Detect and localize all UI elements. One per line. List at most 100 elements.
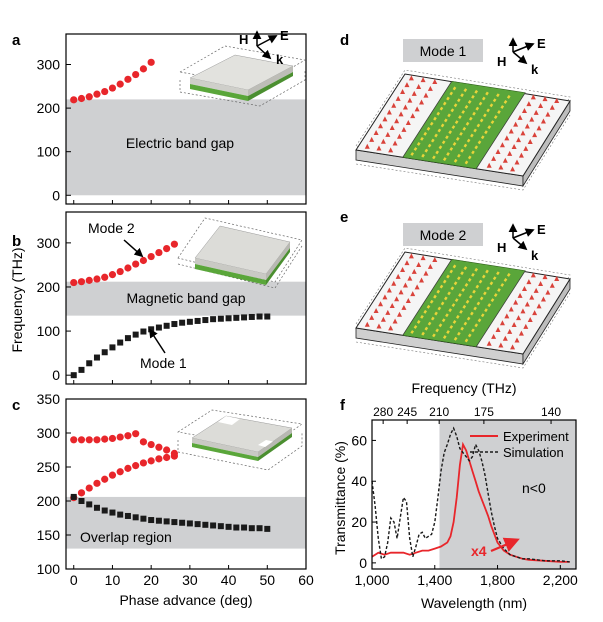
field-arrow (549, 282, 555, 288)
field-arrow (549, 104, 555, 110)
field-arrow (495, 149, 501, 155)
field-arrow (416, 262, 422, 267)
field-arrow (530, 94, 536, 100)
cell-divider (402, 259, 453, 336)
field-arrow (498, 164, 504, 170)
panel-c-black-point (78, 498, 85, 504)
field-arrow (518, 152, 524, 158)
field-arrow-row (432, 266, 480, 338)
field-arrow (420, 77, 426, 83)
field-arrow (382, 294, 388, 300)
slab-envelope (355, 69, 571, 173)
legend-label-simulation: Simulation (503, 445, 564, 460)
cell-divider (475, 92, 526, 169)
field-arrow (394, 296, 400, 302)
panel-b-black-point (186, 318, 193, 325)
scale-factor-label: x4 (471, 543, 487, 559)
panel-b-black-point (217, 315, 224, 322)
panel-c-black-point (140, 515, 147, 522)
field-arrow (536, 125, 542, 131)
field-arrow (400, 89, 406, 95)
panel-a-data-points (70, 58, 155, 104)
field-arrow (499, 320, 505, 326)
field-arrow (389, 125, 395, 131)
field-arrow (520, 130, 526, 136)
panel-b-black-point (171, 321, 178, 328)
panel-c-black-point (101, 507, 108, 514)
panel-a-red-point (139, 65, 148, 73)
transmittance-axis-label: Transmittance (%) (332, 441, 348, 555)
y-tick-label: 100 (37, 561, 61, 577)
y-tick-label: 350 (37, 391, 61, 407)
field-arrow (401, 126, 407, 132)
panel-c-chart: c 100 150 200 250 300 350 0 10 20 30 40 50 60 Overl… (12, 391, 314, 588)
field-arrow (538, 102, 544, 108)
field-arrow (404, 260, 410, 266)
field-arrow-row (410, 262, 458, 334)
panel-a-red-point (77, 94, 86, 103)
field-arrow (382, 116, 388, 122)
field-arrow (518, 330, 524, 336)
svg-text:H: H (497, 240, 506, 255)
field-arrow (419, 99, 425, 105)
top-tick-label: 140 (541, 405, 561, 419)
field-arrow (516, 137, 522, 143)
field-arrow (427, 85, 433, 91)
panel-b-black-point (101, 349, 108, 356)
field-arrow (508, 306, 514, 312)
field-arrow (416, 84, 422, 89)
field-arrow (520, 308, 526, 314)
panel-c-black-point (132, 514, 139, 521)
panel-c-black-point (264, 525, 271, 532)
field-arrow (529, 294, 535, 300)
panel-c-red-point (85, 436, 93, 444)
panel-b-black-point (109, 344, 116, 351)
field-arrow (405, 298, 411, 304)
panel-c-red-point (132, 462, 140, 470)
field-arrow (510, 344, 516, 350)
field-arrow (533, 109, 539, 115)
panel-b-red-point (170, 240, 178, 248)
panel-c-black-point (241, 524, 248, 531)
panel-b-red-point (93, 275, 101, 283)
panel-d-mode-1-field: d Mode 1 H E k (340, 32, 571, 191)
slab-envelope (355, 247, 571, 351)
field-arrow (407, 97, 413, 103)
svg-text:k: k (531, 62, 539, 77)
field-arrow (538, 280, 544, 286)
panel-a-red-point (70, 96, 78, 104)
field-arrow (391, 102, 397, 108)
panel-c-black-point (117, 511, 124, 518)
field-arrow (521, 286, 527, 291)
field-arrow (432, 256, 438, 262)
field-arrow (400, 267, 406, 273)
y-tick-label: 200 (37, 279, 61, 295)
field-arrow (386, 287, 392, 293)
mode-1-field-slab (355, 69, 571, 191)
y-tick-label: 100 (37, 144, 61, 160)
panel-c-red-point (70, 436, 78, 444)
panel-c-data-points (70, 430, 271, 532)
fishnet-unit-cell-icon (177, 217, 303, 289)
panel-c-red-point (163, 446, 171, 454)
top-tick-label: 175 (474, 405, 494, 419)
field-arrow (527, 139, 533, 144)
field-arrow (507, 150, 513, 156)
panel-c-black-point (256, 525, 263, 532)
field-arrow (542, 274, 548, 280)
field-arrow (402, 282, 408, 288)
field-axes-icon: H E k (497, 36, 546, 77)
field-arrow (410, 291, 416, 297)
panel-c-red-point (93, 479, 101, 487)
x-tick-label: 30 (182, 572, 198, 588)
overlap-region-band (66, 496, 306, 549)
panel-c-black-point (217, 523, 224, 530)
panel-b-black-point (140, 328, 147, 335)
panel-a-y-ticks: 0 100 200 300 (37, 57, 268, 204)
panel-c-black-point (186, 520, 193, 527)
panel-b-black-point (256, 313, 263, 320)
panel-c-red-point (139, 438, 148, 446)
field-arrow (545, 289, 551, 295)
field-axes-icon: H E k (239, 28, 289, 67)
field-arrow (514, 159, 520, 165)
